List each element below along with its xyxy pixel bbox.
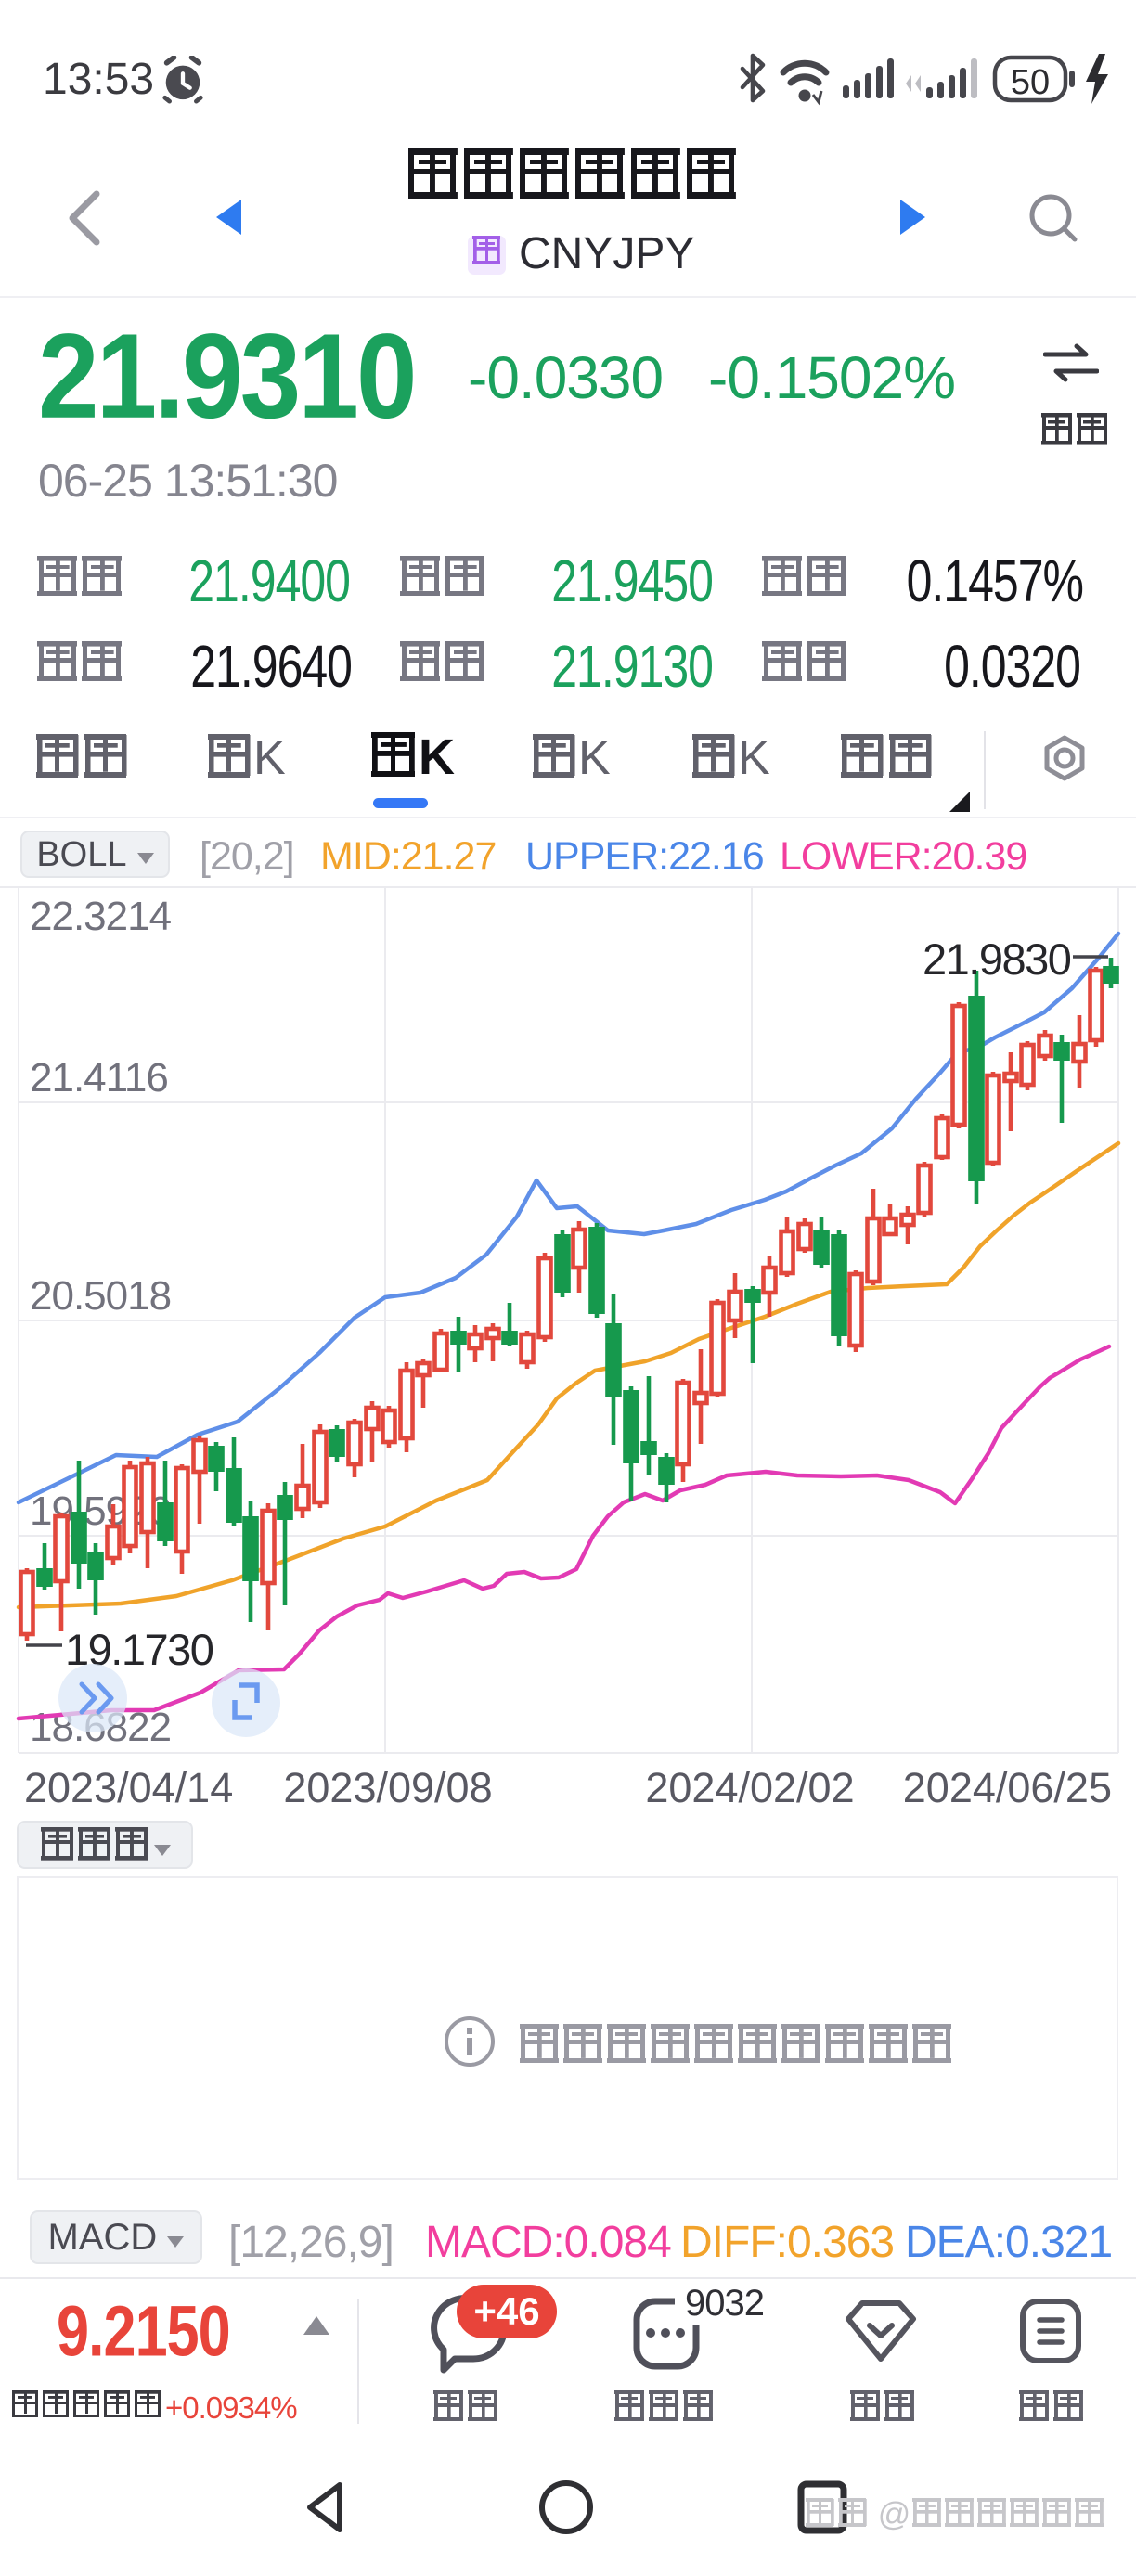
svg-text:2023/04/14: 2023/04/14 bbox=[24, 1764, 233, 1811]
svg-text:2024/02/02: 2024/02/02 bbox=[645, 1764, 854, 1811]
svg-text:21.9830: 21.9830 bbox=[923, 934, 1071, 984]
svg-text:2024/06/25: 2024/06/25 bbox=[903, 1764, 1112, 1811]
svg-text:50: 50 bbox=[1011, 63, 1050, 102]
svg-text:20.5018: 20.5018 bbox=[30, 1273, 171, 1319]
svg-text:21.4116: 21.4116 bbox=[30, 1055, 168, 1101]
svg-text:22.3214: 22.3214 bbox=[30, 894, 172, 939]
svg-text:2023/09/08: 2023/09/08 bbox=[283, 1764, 492, 1811]
